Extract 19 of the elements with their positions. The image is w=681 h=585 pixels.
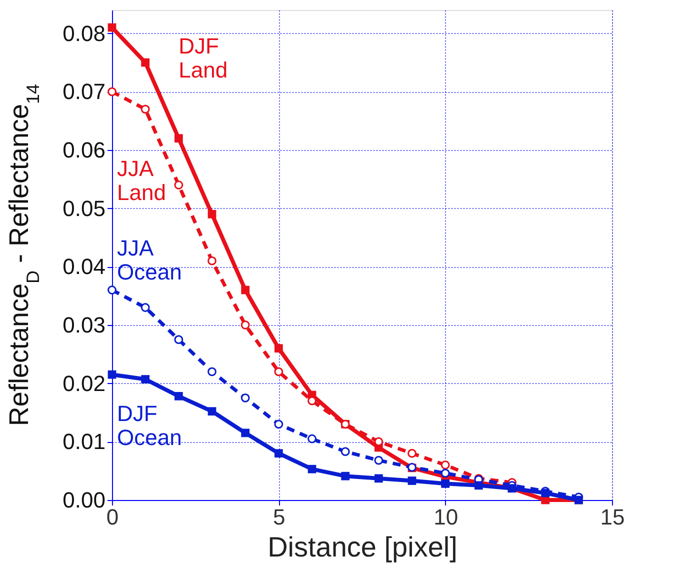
y-tick-label: 0.01 <box>62 429 106 454</box>
x-tick-label: 10 <box>434 504 458 530</box>
x-tick-label: 0 <box>106 504 119 530</box>
series-label: JJA Ocean <box>117 236 182 285</box>
y-tick-label: 0.04 <box>62 254 106 280</box>
x-axis-title: Distance [pixel] <box>268 532 458 562</box>
series-label: DJF Ocean <box>117 400 182 450</box>
y-tick-label: 0.08 <box>62 20 106 46</box>
x-tick-label: 5 <box>273 504 286 530</box>
y-tick-label: 0.00 <box>62 488 106 512</box>
series-label: JJA Land <box>117 156 166 205</box>
y-tick-label: 0.05 <box>62 196 106 221</box>
x-tick-label: 15 <box>600 504 625 530</box>
y-tick-label: 0.06 <box>62 138 106 162</box>
series-label: DJF Land <box>178 33 228 82</box>
y-tick-label: 0.07 <box>62 79 106 104</box>
y-tick-label: 0.03 <box>62 312 106 338</box>
y-tick-label: 0.02 <box>62 370 106 396</box>
y-axis-title: ReflectanceD - Reflectance14 <box>4 84 43 426</box>
